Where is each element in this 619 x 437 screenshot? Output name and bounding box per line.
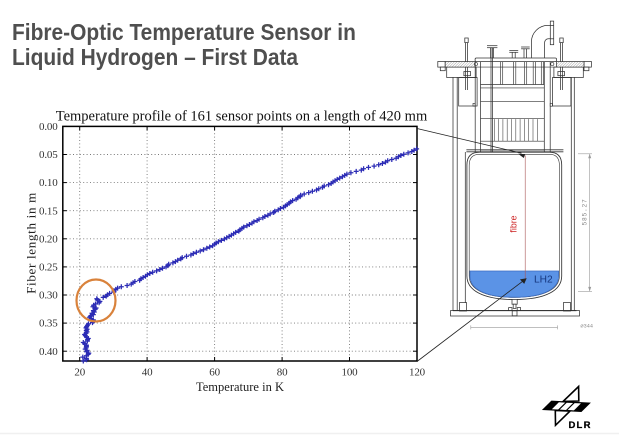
svg-text:20: 20 bbox=[74, 367, 85, 379]
svg-text:585.27: 585.27 bbox=[581, 198, 588, 225]
svg-text:fibre: fibre bbox=[509, 215, 519, 232]
svg-text:0.20: 0.20 bbox=[39, 233, 58, 245]
svg-text:0.40: 0.40 bbox=[39, 346, 58, 358]
svg-text:0.05: 0.05 bbox=[39, 149, 58, 161]
svg-text:0.10: 0.10 bbox=[39, 177, 58, 189]
svg-text:0.35: 0.35 bbox=[39, 318, 58, 330]
svg-text:Temperature profile of 161 sen: Temperature profile of 161 sensor points… bbox=[56, 109, 428, 125]
svg-text:100: 100 bbox=[342, 367, 359, 379]
svg-text:40: 40 bbox=[142, 367, 153, 379]
svg-text:120: 120 bbox=[409, 367, 426, 379]
svg-text:Fiber length in m: Fiber length in m bbox=[24, 192, 39, 294]
svg-text:0.15: 0.15 bbox=[39, 205, 58, 217]
svg-text:0.25: 0.25 bbox=[39, 262, 58, 274]
svg-text:⌀344: ⌀344 bbox=[581, 324, 593, 330]
svg-text:LH2: LH2 bbox=[534, 275, 553, 286]
svg-text:Temperature in K: Temperature in K bbox=[196, 380, 284, 394]
svg-text:0.30: 0.30 bbox=[39, 290, 58, 302]
svg-text:0.00: 0.00 bbox=[39, 121, 58, 133]
svg-text:80: 80 bbox=[277, 367, 288, 379]
svg-text:60: 60 bbox=[209, 367, 220, 379]
svg-text:DLR: DLR bbox=[569, 420, 592, 431]
